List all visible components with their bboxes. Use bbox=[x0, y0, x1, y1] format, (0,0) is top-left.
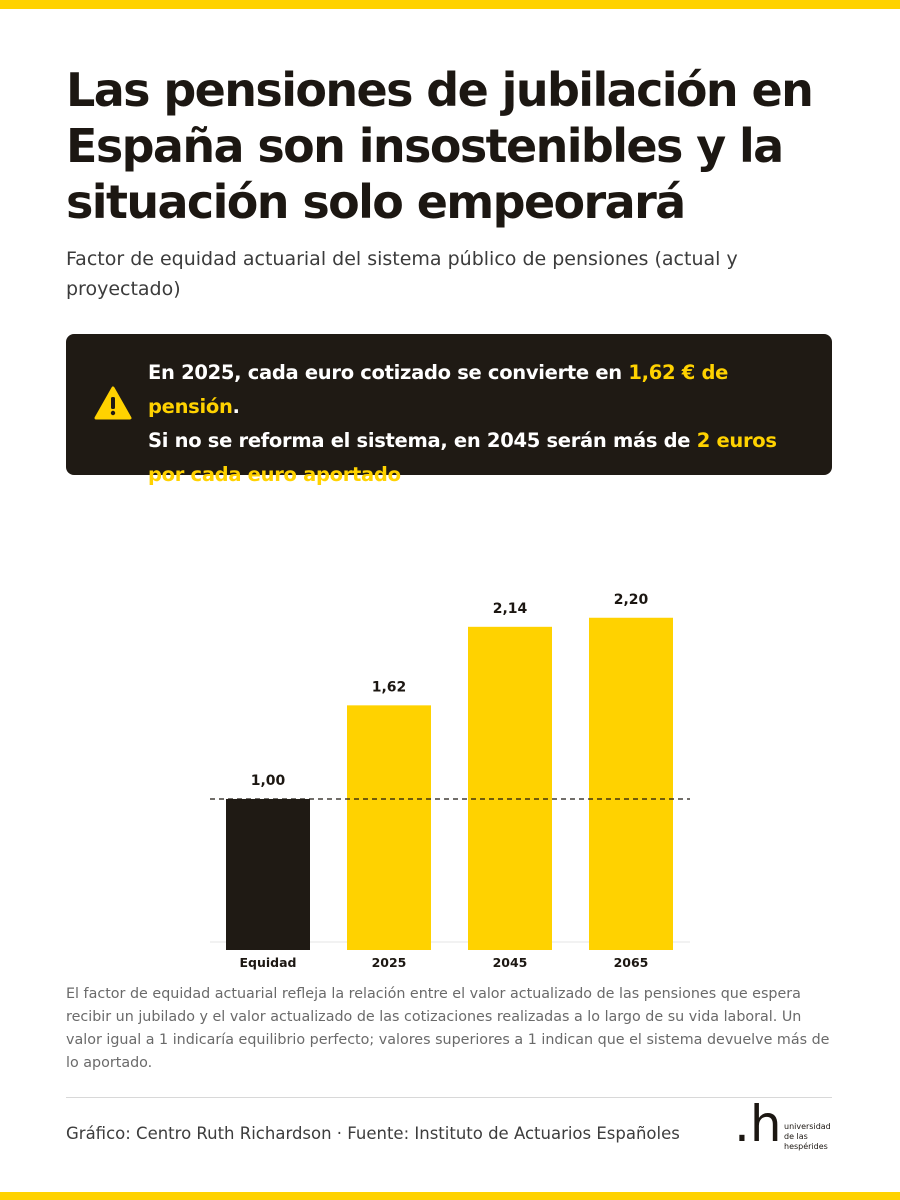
bar-chart: 1,00 Equidad 1,62 2025 2,14 2045 2,20 2065 bbox=[210, 592, 690, 970]
callout-text: En 2025, cada euro cotizado se convierte… bbox=[148, 356, 813, 492]
logo-line: hespérides bbox=[784, 1142, 828, 1151]
callout-line2-end: . bbox=[400, 463, 408, 486]
bottom-accent-bar bbox=[0, 1192, 900, 1200]
callout-line1-end: . bbox=[232, 395, 240, 418]
chart-explanation-note: El factor de equidad actuarial refleja l… bbox=[66, 986, 830, 1071]
bar-2045 bbox=[468, 626, 552, 950]
logo-line: universidad bbox=[784, 1122, 831, 1131]
callout-highlight-euros: 2 euros por cada euro aportado bbox=[148, 429, 777, 486]
footer-divider bbox=[66, 1097, 832, 1098]
chart-subtitle: Factor de equidad actuarial del sistema … bbox=[66, 248, 738, 300]
category-label: 2025 bbox=[372, 955, 407, 970]
category-label: Equidad bbox=[239, 955, 296, 970]
bar-equidad bbox=[226, 798, 310, 950]
data-label: 1,00 bbox=[251, 773, 286, 789]
logo-wordmark: universidad de las hespérides bbox=[784, 1122, 854, 1152]
logo-line: de las bbox=[784, 1132, 808, 1141]
warning-callout: En 2025, cada euro cotizado se convierte… bbox=[66, 334, 832, 486]
top-accent-bar bbox=[0, 0, 900, 9]
category-label: 2065 bbox=[614, 955, 649, 970]
logo-mark: .h bbox=[734, 1095, 782, 1153]
data-label: 2,20 bbox=[614, 592, 649, 608]
bar-2025 bbox=[347, 705, 431, 950]
warning-icon bbox=[94, 386, 132, 420]
data-label: 1,62 bbox=[372, 679, 407, 695]
callout-line1: En 2025, cada euro cotizado se convierte… bbox=[148, 361, 629, 384]
university-logo: .h universidad de las hespérides bbox=[734, 1096, 844, 1154]
bar-2065 bbox=[589, 617, 673, 950]
page-title: Las pensiones de jubilación en España so… bbox=[66, 63, 814, 229]
category-label: 2045 bbox=[493, 955, 528, 970]
source-credit: Gráfico: Centro Ruth Richardson · Fuente… bbox=[66, 1124, 680, 1143]
data-label: 2,14 bbox=[493, 601, 528, 617]
callout-line2: Si no se reforma el sistema, en 2045 ser… bbox=[148, 429, 697, 452]
callout-highlight-pension: 1,62 € de pensión bbox=[148, 361, 729, 418]
